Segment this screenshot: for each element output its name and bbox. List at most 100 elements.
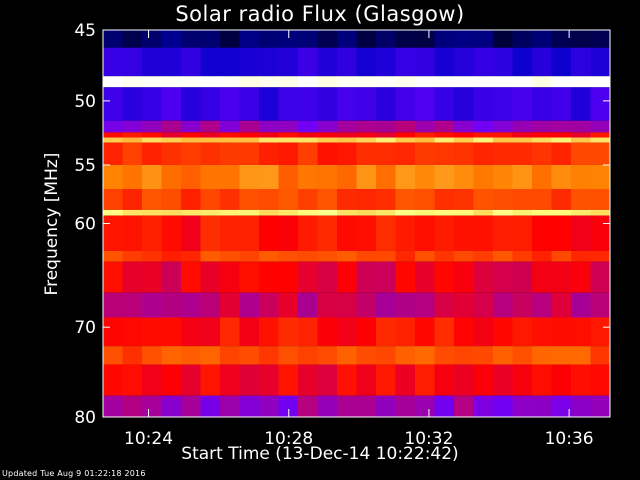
heatmap-cell <box>239 47 260 77</box>
heatmap-cell <box>317 164 338 189</box>
heatmap-cell <box>103 261 124 293</box>
heatmap-cell <box>532 364 553 396</box>
heatmap-cell <box>473 317 494 347</box>
heatmap-cell <box>122 137 143 143</box>
heatmap-cell <box>356 292 377 318</box>
heatmap-cell <box>415 132 436 138</box>
y-tick-label: 60 <box>74 215 96 235</box>
heatmap-cell <box>337 317 358 347</box>
heatmap-cell <box>532 76 553 88</box>
heatmap-cell <box>590 346 610 365</box>
heatmap-cell <box>200 142 221 165</box>
heatmap-cell <box>434 132 455 138</box>
heatmap-cell <box>551 47 572 77</box>
heatmap-cell <box>551 87 572 121</box>
heatmap-cell <box>161 164 182 189</box>
heatmap-cell <box>356 317 377 347</box>
heatmap-cell <box>142 142 163 165</box>
heatmap-cell <box>532 292 553 318</box>
x-tick-label: 10:24 <box>124 429 173 449</box>
heatmap-cell <box>571 346 592 365</box>
heatmap-cell <box>590 292 610 318</box>
x-tick-label: 10:28 <box>264 429 313 449</box>
heatmap-cell <box>395 250 416 262</box>
heatmap-cell <box>337 120 358 133</box>
heatmap-cell <box>337 215 358 251</box>
heatmap-cell <box>454 137 475 143</box>
heatmap-cell <box>356 47 377 77</box>
heatmap-cell <box>278 364 299 396</box>
heatmap-cell <box>454 346 475 365</box>
heatmap-cell <box>356 364 377 396</box>
heatmap-cell <box>220 395 241 417</box>
heatmap-cell <box>200 189 221 210</box>
heatmap-cell <box>200 250 221 262</box>
heatmap-cell <box>356 87 377 121</box>
heatmap-cell <box>337 250 358 262</box>
heatmap-cell <box>278 292 299 318</box>
heatmap-cell <box>571 250 592 262</box>
heatmap-cell <box>142 76 163 88</box>
heatmap-cell <box>142 30 163 48</box>
heatmap-cell <box>532 30 553 48</box>
heatmap-cell <box>181 47 202 77</box>
heatmap-cell <box>317 209 338 216</box>
heatmap-cell <box>122 76 143 88</box>
heatmap-cell <box>590 250 610 262</box>
heatmap-cell <box>103 142 124 165</box>
heatmap-cell <box>337 364 358 396</box>
heatmap-cell <box>493 120 514 133</box>
heatmap-cell <box>454 215 475 251</box>
heatmap-cell <box>434 47 455 77</box>
heatmap-cell <box>395 215 416 251</box>
heatmap-cell <box>532 132 553 138</box>
heatmap-cell <box>239 346 260 365</box>
heatmap-cell <box>317 215 338 251</box>
heatmap-cell <box>434 292 455 318</box>
heatmap-cell <box>317 47 338 77</box>
heatmap-cell <box>181 261 202 293</box>
heatmap-cell <box>493 250 514 262</box>
heatmap-cell <box>551 76 572 88</box>
heatmap-cell <box>278 215 299 251</box>
heatmap-cell <box>298 120 319 133</box>
heatmap-cell <box>454 250 475 262</box>
heatmap-cell <box>317 364 338 396</box>
heatmap-cell <box>298 364 319 396</box>
heatmap-cell <box>395 30 416 48</box>
heatmap-cell <box>317 261 338 293</box>
heatmap-cell <box>434 189 455 210</box>
heatmap-cell <box>376 132 397 138</box>
heatmap-cell <box>317 137 338 143</box>
heatmap-cell <box>259 47 280 77</box>
heatmap-cell <box>122 215 143 251</box>
heatmap-cell <box>278 142 299 165</box>
heatmap-cell <box>376 261 397 293</box>
heatmap-cell <box>356 261 377 293</box>
heatmap-cell <box>220 30 241 48</box>
heatmap-cell <box>239 137 260 143</box>
heatmap-cell <box>181 120 202 133</box>
heatmap-cell <box>220 132 241 138</box>
heatmap-cell <box>551 317 572 347</box>
heatmap-cell <box>356 137 377 143</box>
heatmap-cell <box>161 395 182 417</box>
heatmap-cell <box>376 346 397 365</box>
y-axis: 45 50 55 60 70 80 <box>74 21 610 428</box>
heatmap-cell <box>142 120 163 133</box>
heatmap-cell <box>103 30 124 48</box>
heatmap-cell <box>551 364 572 396</box>
heatmap-cell <box>551 395 572 417</box>
heatmap-cell <box>278 76 299 88</box>
heatmap-cell <box>434 346 455 365</box>
heatmap-cell <box>122 250 143 262</box>
heatmap-cell <box>220 250 241 262</box>
y-tick-label: 45 <box>74 21 96 41</box>
heatmap-cell <box>103 250 124 262</box>
heatmap-cell <box>356 346 377 365</box>
heatmap-cell <box>473 47 494 77</box>
heatmap-cell <box>122 292 143 318</box>
heatmap-cell <box>278 317 299 347</box>
heatmap-cell <box>337 132 358 138</box>
heatmap-cell <box>512 47 533 77</box>
